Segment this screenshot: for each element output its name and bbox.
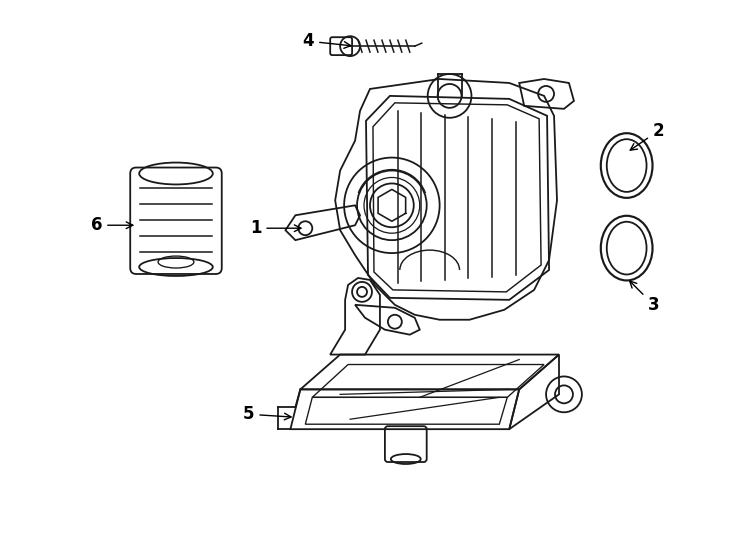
- Text: 6: 6: [91, 216, 133, 234]
- Text: 4: 4: [302, 32, 351, 50]
- Text: 1: 1: [250, 219, 301, 237]
- Text: 2: 2: [631, 122, 664, 150]
- Text: 5: 5: [243, 405, 291, 423]
- Text: 3: 3: [630, 281, 659, 314]
